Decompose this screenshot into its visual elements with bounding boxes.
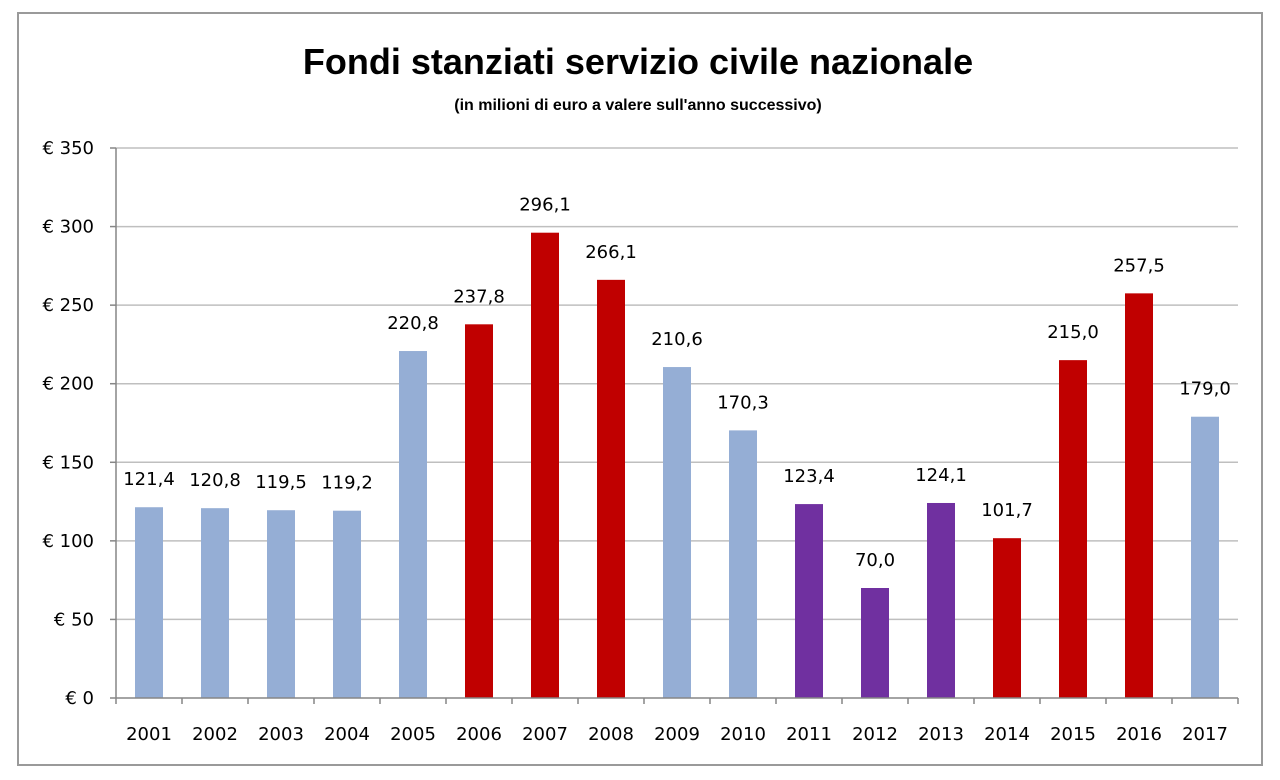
y-tick-label: € 200 bbox=[42, 374, 94, 395]
bar bbox=[663, 367, 691, 698]
bar bbox=[465, 324, 493, 698]
data-label: 266,1 bbox=[585, 242, 637, 263]
y-tick-label: € 50 bbox=[54, 609, 94, 630]
data-label: 123,4 bbox=[783, 466, 835, 487]
x-tick-label: 2006 bbox=[456, 724, 502, 745]
y-tick-label: € 100 bbox=[42, 531, 94, 552]
data-label: 119,2 bbox=[321, 473, 373, 494]
bar bbox=[1125, 293, 1153, 698]
data-label: 124,1 bbox=[915, 465, 967, 486]
bar bbox=[531, 232, 559, 698]
y-tick-label: € 0 bbox=[65, 688, 94, 709]
data-label: 215,0 bbox=[1047, 322, 1099, 343]
data-label: 296,1 bbox=[519, 195, 571, 216]
data-label: 210,6 bbox=[651, 329, 703, 350]
data-label: 121,4 bbox=[123, 469, 175, 490]
x-tick-label: 2016 bbox=[1116, 724, 1162, 745]
x-tick-label: 2011 bbox=[786, 724, 832, 745]
data-label: 257,5 bbox=[1113, 255, 1165, 276]
data-label: 70,0 bbox=[855, 550, 895, 571]
x-tick-label: 2007 bbox=[522, 724, 568, 745]
bar bbox=[399, 351, 427, 698]
x-tick-label: 2012 bbox=[852, 724, 898, 745]
x-tick-label: 2015 bbox=[1050, 724, 1096, 745]
y-tick-label: € 250 bbox=[42, 295, 94, 316]
bar bbox=[795, 504, 823, 698]
bar bbox=[861, 588, 889, 698]
y-tick-label: € 350 bbox=[42, 138, 94, 159]
bar bbox=[1191, 416, 1219, 698]
bar bbox=[993, 538, 1021, 698]
x-tick-label: 2002 bbox=[192, 724, 238, 745]
bars bbox=[135, 232, 1219, 698]
y-tick-label: € 300 bbox=[42, 217, 94, 238]
data-labels: 121,4 120,8 119,5 119,2 220,8 237,8 296,1 266,1… bbox=[123, 195, 1231, 571]
bar bbox=[927, 502, 955, 698]
bar bbox=[333, 510, 361, 698]
data-label: 179,0 bbox=[1179, 379, 1231, 400]
y-axis: € 0 € 50 € 100 € 150 € 200 € 250 € 300 € 350 bbox=[42, 138, 117, 709]
x-tick-label: 2013 bbox=[918, 724, 964, 745]
data-label: 101,7 bbox=[981, 500, 1033, 521]
x-tick-label: 2004 bbox=[324, 724, 370, 745]
x-tick-label: 2009 bbox=[654, 724, 700, 745]
y-tick-label: € 150 bbox=[42, 452, 94, 473]
x-tick-label: 2008 bbox=[588, 724, 634, 745]
chart-title: Fondi stanziati servizio civile nazional… bbox=[303, 41, 973, 82]
x-tick-label: 2014 bbox=[984, 724, 1030, 745]
bar bbox=[201, 508, 229, 698]
x-tick-label: 2003 bbox=[258, 724, 304, 745]
bar bbox=[597, 279, 625, 698]
bar bbox=[1059, 360, 1087, 698]
data-label: 220,8 bbox=[387, 313, 439, 334]
x-axis: 2001 2002 2003 2004 2005 2006 2007 2008 2009 2010… bbox=[115, 697, 1239, 745]
bar bbox=[729, 430, 757, 698]
x-tick-label: 2005 bbox=[390, 724, 436, 745]
bar bbox=[267, 510, 295, 698]
data-label: 120,8 bbox=[189, 470, 241, 491]
data-label: 237,8 bbox=[453, 286, 505, 307]
x-tick-label: 2001 bbox=[126, 724, 172, 745]
data-label: 119,5 bbox=[255, 472, 307, 493]
chart-subtitle: (in milioni di euro a valere sull'anno s… bbox=[454, 97, 821, 114]
gridlines bbox=[116, 147, 1238, 621]
data-label: 170,3 bbox=[717, 392, 769, 413]
x-tick-label: 2010 bbox=[720, 724, 766, 745]
x-tick-label: 2017 bbox=[1182, 724, 1228, 745]
bar bbox=[135, 507, 163, 698]
